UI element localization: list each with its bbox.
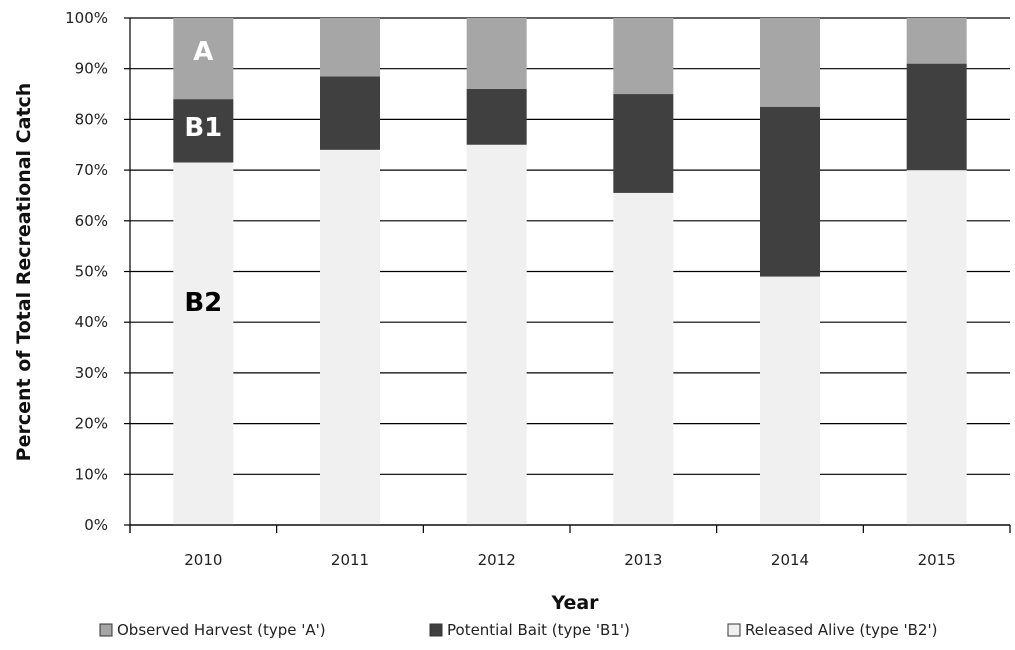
x-tick-label: 2010 (184, 551, 222, 569)
bar-segment (467, 145, 527, 525)
y-tick-label: 70% (75, 161, 108, 179)
bar-annotation: B2 (184, 288, 222, 318)
legend-swatch (100, 624, 112, 636)
y-tick-label: 80% (75, 110, 108, 128)
x-tick-label: 2012 (478, 551, 516, 569)
x-axis-title: Year (550, 592, 599, 614)
legend-swatch (430, 624, 442, 636)
y-tick-label: 20% (75, 415, 108, 433)
x-tick-label: 2014 (771, 551, 809, 569)
y-tick-labels: 0% 10% 20% 30% 40% 50% 60% 70% 80% 90% 100% (65, 9, 108, 534)
legend-swatch (728, 624, 740, 636)
bar-annotation: A (193, 37, 213, 67)
bar-segment (320, 150, 380, 525)
x-tick-label: 2015 (918, 551, 956, 569)
bar-segment (907, 170, 967, 525)
bar-segment (467, 89, 527, 145)
y-axis-title: Percent of Total Recreational Catch (13, 83, 35, 462)
legend-label: Potential Bait (type 'B1') (447, 621, 630, 639)
bar-segment (467, 18, 527, 89)
y-tick-label: 30% (75, 364, 108, 382)
bar-segment (760, 107, 820, 277)
x-tick-label: 2011 (331, 551, 369, 569)
gridlines (124, 18, 1010, 525)
bar-segment (320, 18, 380, 76)
legend-label: Released Alive (type 'B2') (745, 621, 937, 639)
bar-segment (320, 76, 380, 150)
y-tick-label: 100% (65, 9, 108, 27)
legend: Observed Harvest (type 'A') Potential Bai… (100, 621, 937, 639)
bar-segment (173, 162, 233, 525)
y-tick-label: 10% (75, 465, 108, 483)
y-tick-label: 60% (75, 212, 108, 230)
y-tick-label: 40% (75, 313, 108, 331)
bar-annotation: B1 (184, 113, 222, 143)
bar-segment (613, 193, 673, 525)
y-tick-label: 0% (84, 516, 108, 534)
bar-segment (613, 94, 673, 193)
bar-segment (760, 18, 820, 107)
bar-segment (907, 18, 967, 64)
x-tick-labels: 2010 2011 2012 2013 2014 2015 (184, 551, 956, 569)
bar-segment (907, 64, 967, 170)
y-tick-label: 90% (75, 60, 108, 78)
x-tick-label: 2013 (624, 551, 662, 569)
legend-label: Observed Harvest (type 'A') (117, 621, 326, 639)
bar-segment (613, 18, 673, 94)
axes (130, 18, 1010, 533)
y-tick-label: 50% (75, 263, 108, 281)
bar-segment (760, 277, 820, 525)
